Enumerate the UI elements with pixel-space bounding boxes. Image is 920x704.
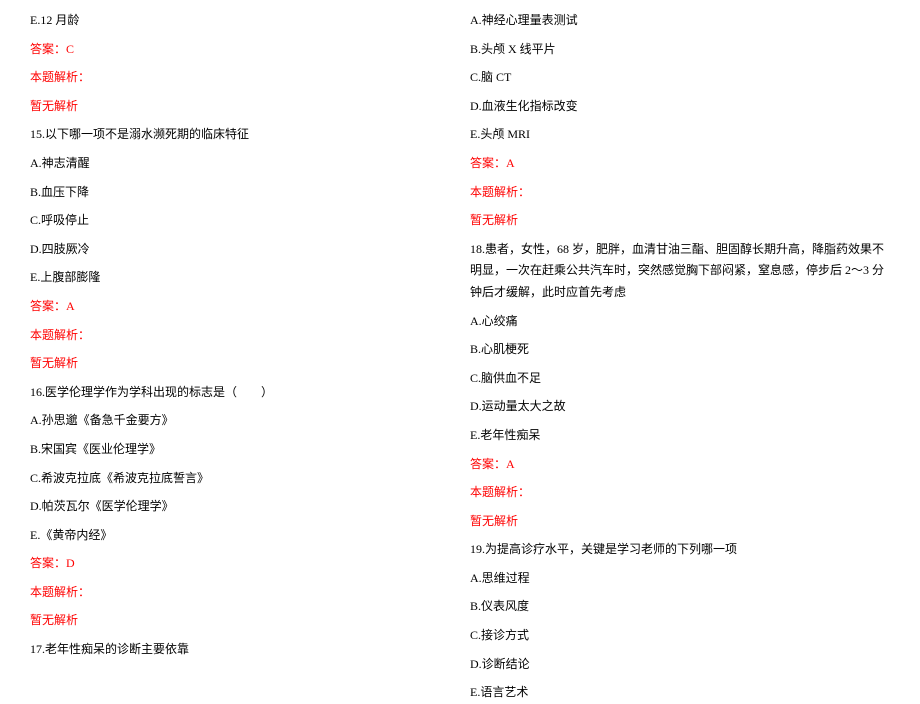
q19-option-e: E.语言艺术 (470, 682, 890, 704)
q15-stem: 15.以下哪一项不是溺水濒死期的临床特征 (30, 124, 420, 146)
q16-analysis-label: 本题解析： (30, 582, 420, 604)
q18-option-e: E.老年性痴呆 (470, 425, 890, 447)
q18-stem: 18.患者，女性，68 岁，肥胖，血清甘油三酯、胆固醇长期升高，降脂药效果不明显… (470, 239, 890, 304)
q17-option-e: E.头颅 MRI (470, 124, 890, 146)
q16-option-a: A.孙思邈《备急千金要方》 (30, 410, 420, 432)
q16-analysis-text: 暂无解析 (30, 610, 420, 632)
q19-option-b: B.仪表风度 (470, 596, 890, 618)
q17-option-d: D.血液生化指标改变 (470, 96, 890, 118)
q16-option-b: B.宋国宾《医业伦理学》 (30, 439, 420, 461)
q15-answer: 答案：A (30, 296, 420, 318)
q17-option-b: B.头颅 X 线平片 (470, 39, 890, 61)
q19-option-a: A.思维过程 (470, 568, 890, 590)
q19-option-d: D.诊断结论 (470, 654, 890, 676)
q17-option-c: C.脑 CT (470, 67, 890, 89)
q15-option-d: D.四肢厥冷 (30, 239, 420, 261)
q17-analysis-label: 本题解析： (470, 182, 890, 204)
q18-answer: 答案：A (470, 454, 890, 476)
q15-option-a: A.神志清醒 (30, 153, 420, 175)
q17-analysis-text: 暂无解析 (470, 210, 890, 232)
q18-analysis-text: 暂无解析 (470, 511, 890, 533)
q17-option-a: A.神经心理量表测试 (470, 10, 890, 32)
q16-option-c: C.希波克拉底《希波克拉底誓言》 (30, 468, 420, 490)
q15-analysis-label: 本题解析： (30, 325, 420, 347)
q18-option-b: B.心肌梗死 (470, 339, 890, 361)
q16-option-e: E.《黄帝内经》 (30, 525, 420, 547)
q14-analysis-label: 本题解析： (30, 67, 420, 89)
q18-option-a: A.心绞痛 (470, 311, 890, 333)
q17-stem: 17.老年性痴呆的诊断主要依靠 (30, 639, 420, 661)
q18-option-c: C.脑供血不足 (470, 368, 890, 390)
q19-stem: 19.为提高诊疗水平，关键是学习老师的下列哪一项 (470, 539, 890, 561)
q15-option-b: B.血压下降 (30, 182, 420, 204)
q17-answer: 答案：A (470, 153, 890, 175)
q15-option-c: C.呼吸停止 (30, 210, 420, 232)
q15-option-e: E.上腹部膨隆 (30, 267, 420, 289)
q16-answer: 答案：D (30, 553, 420, 575)
q14-option-e: E.12 月龄 (30, 10, 420, 32)
q15-analysis-text: 暂无解析 (30, 353, 420, 375)
q14-analysis-text: 暂无解析 (30, 96, 420, 118)
q19-option-c: C.接诊方式 (470, 625, 890, 647)
q16-stem: 16.医学伦理学作为学科出现的标志是（ ） (30, 382, 420, 404)
q14-answer: 答案：C (30, 39, 420, 61)
q18-analysis-label: 本题解析： (470, 482, 890, 504)
q16-option-d: D.帕茨瓦尔《医学伦理学》 (30, 496, 420, 518)
q18-option-d: D.运动量太大之故 (470, 396, 890, 418)
